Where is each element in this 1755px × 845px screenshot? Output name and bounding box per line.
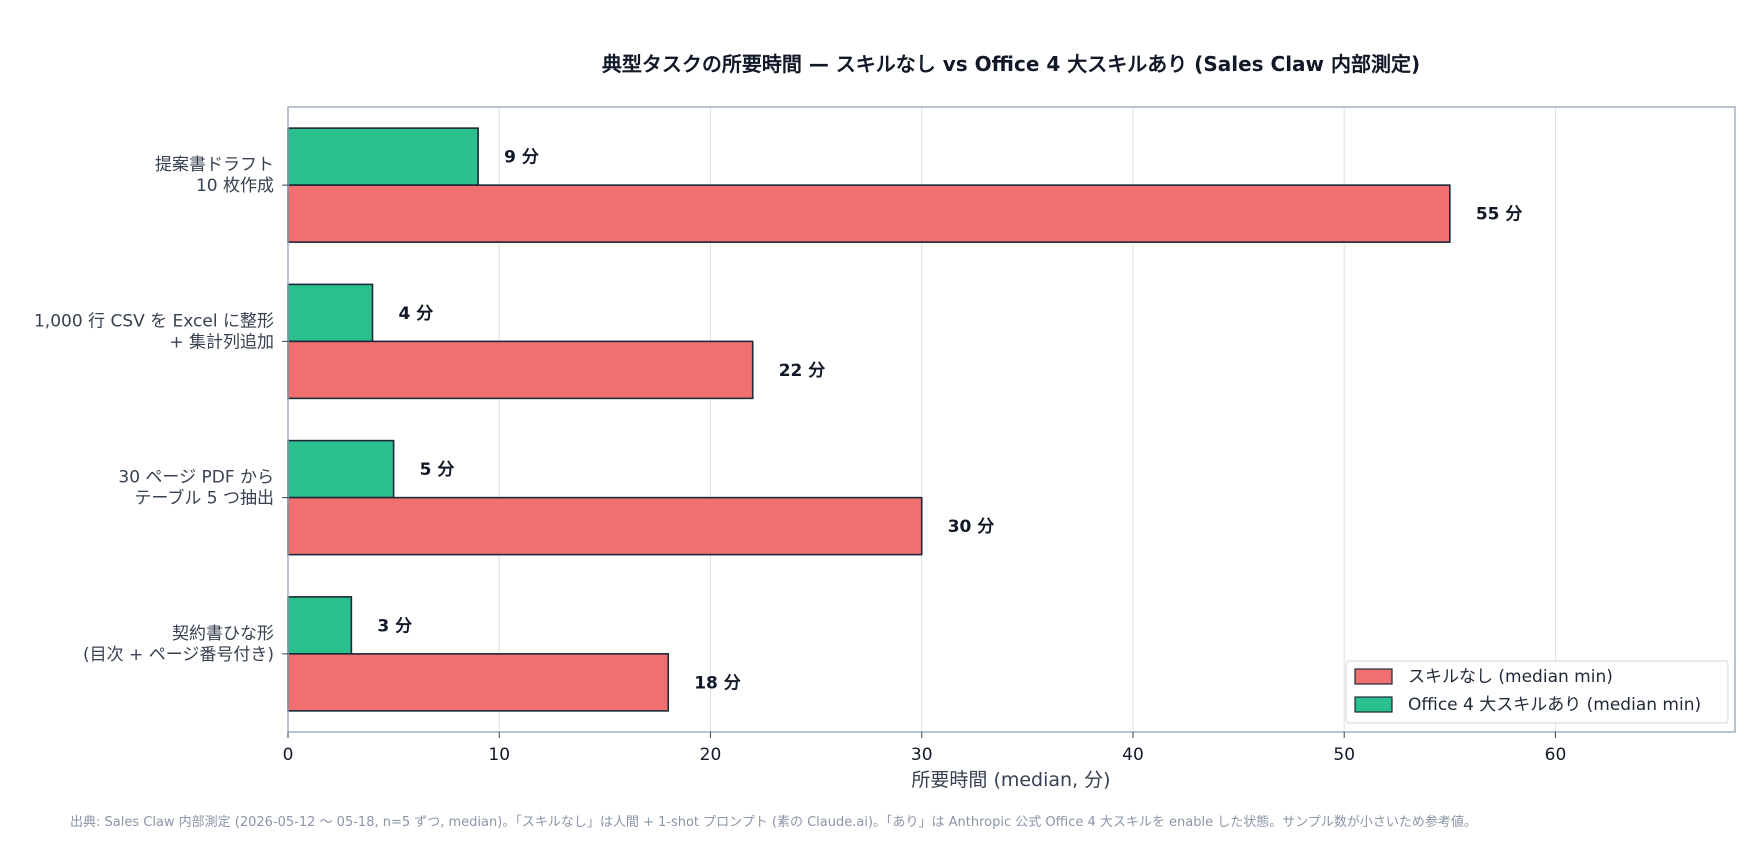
category-label: + 集計列追加 — [169, 332, 274, 352]
bar-label-with-skill: 3 分 — [377, 616, 412, 636]
bar-label-with-skill: 9 分 — [504, 148, 539, 168]
x-tick-label: 40 — [1122, 745, 1144, 765]
bar-no-skill — [287, 496, 923, 556]
bar-label-no-skill: 22 分 — [779, 361, 826, 381]
bars: 9 分 55 分 4 分 22 分 5 分 30 分 3 分 18 分 — [287, 127, 1523, 712]
bar-label-no-skill: 55 分 — [1476, 205, 1523, 225]
legend: スキルなし (median min) Office 4 大スキルあり (medi… — [1345, 660, 1729, 724]
bar-with-skill — [287, 596, 353, 655]
bar-no-skill — [287, 184, 1451, 243]
x-tick-label: 30 — [911, 745, 933, 765]
bar-with-skill — [287, 439, 395, 499]
category-label: テーブル 5 つ抽出 — [134, 488, 274, 509]
x-tick-label: 50 — [1333, 745, 1355, 765]
legend-label-with-skill: Office 4 大スキルあり (median min) — [1408, 695, 1701, 715]
category-label: 1,000 行 CSV を Excel に整形 — [34, 311, 274, 331]
category-label: 契約書ひな形 — [172, 624, 274, 644]
category-label: 10 枚作成 — [196, 176, 274, 196]
bar-label-no-skill: 30 分 — [948, 517, 995, 537]
x-tick-label: 60 — [1545, 745, 1567, 765]
chart-title: 典型タスクの所要時間 — スキルなし vs Office 4 大スキルあり (S… — [602, 52, 1420, 76]
category-label: 30 ページ PDF から — [118, 468, 274, 488]
bar-with-skill — [287, 127, 479, 186]
bar-no-skill — [287, 340, 754, 400]
category-label: 提案書ドラフト — [155, 155, 274, 175]
legend-frame — [1345, 660, 1729, 724]
bar-no-skill — [287, 653, 670, 712]
legend-swatch-no-skill — [1354, 668, 1393, 685]
x-tick-label: 0 — [283, 745, 294, 765]
x-tick-label: 20 — [700, 745, 722, 765]
footnote: 出典: Sales Claw 内部測定 (2026-05-12 〜 05-18,… — [70, 814, 1477, 830]
bar-label-with-skill: 4 分 — [398, 304, 433, 324]
x-tick-label: 10 — [488, 745, 510, 765]
legend-swatch-with-skill — [1354, 696, 1393, 713]
category-label: (目次 + ページ番号付き) — [83, 645, 274, 665]
legend-label-no-skill: スキルなし (median min) — [1408, 667, 1613, 687]
bar-label-no-skill: 18 分 — [694, 673, 741, 693]
bar-with-skill — [287, 283, 374, 343]
x-axis-title: 所要時間 (median, 分) — [911, 769, 1110, 791]
x-axis: 0 10 20 30 40 50 60 — [283, 732, 1567, 765]
bar-label-with-skill: 5 分 — [420, 460, 455, 480]
plot-frame — [287, 106, 1736, 733]
